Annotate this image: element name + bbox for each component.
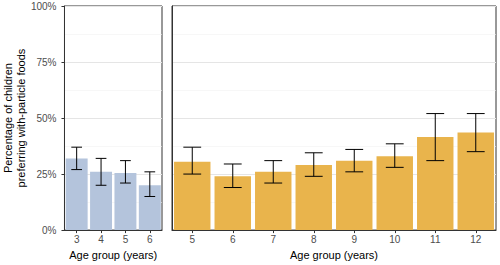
svg-text:3: 3	[74, 234, 80, 245]
svg-text:Percentage of children: Percentage of children	[2, 63, 14, 173]
svg-text:4: 4	[98, 234, 104, 245]
svg-text:11: 11	[430, 234, 441, 245]
svg-text:12: 12	[470, 234, 482, 245]
svg-text:7: 7	[270, 234, 276, 245]
svg-text:5: 5	[123, 234, 129, 245]
svg-text:6: 6	[230, 234, 236, 245]
svg-text:Age group (years): Age group (years)	[69, 249, 157, 261]
svg-text:0%: 0%	[42, 225, 57, 236]
svg-text:Age group (years): Age group (years)	[290, 249, 378, 261]
svg-text:10: 10	[389, 234, 401, 245]
svg-text:preferring with-particle foods: preferring with-particle foods	[15, 48, 27, 187]
svg-text:25%: 25%	[36, 169, 56, 180]
svg-text:9: 9	[351, 234, 357, 245]
svg-text:50%: 50%	[36, 113, 56, 124]
svg-text:75%: 75%	[36, 57, 56, 68]
svg-text:6: 6	[147, 234, 153, 245]
svg-text:8: 8	[311, 234, 317, 245]
svg-text:5: 5	[189, 234, 195, 245]
svg-text:100%: 100%	[31, 1, 57, 12]
